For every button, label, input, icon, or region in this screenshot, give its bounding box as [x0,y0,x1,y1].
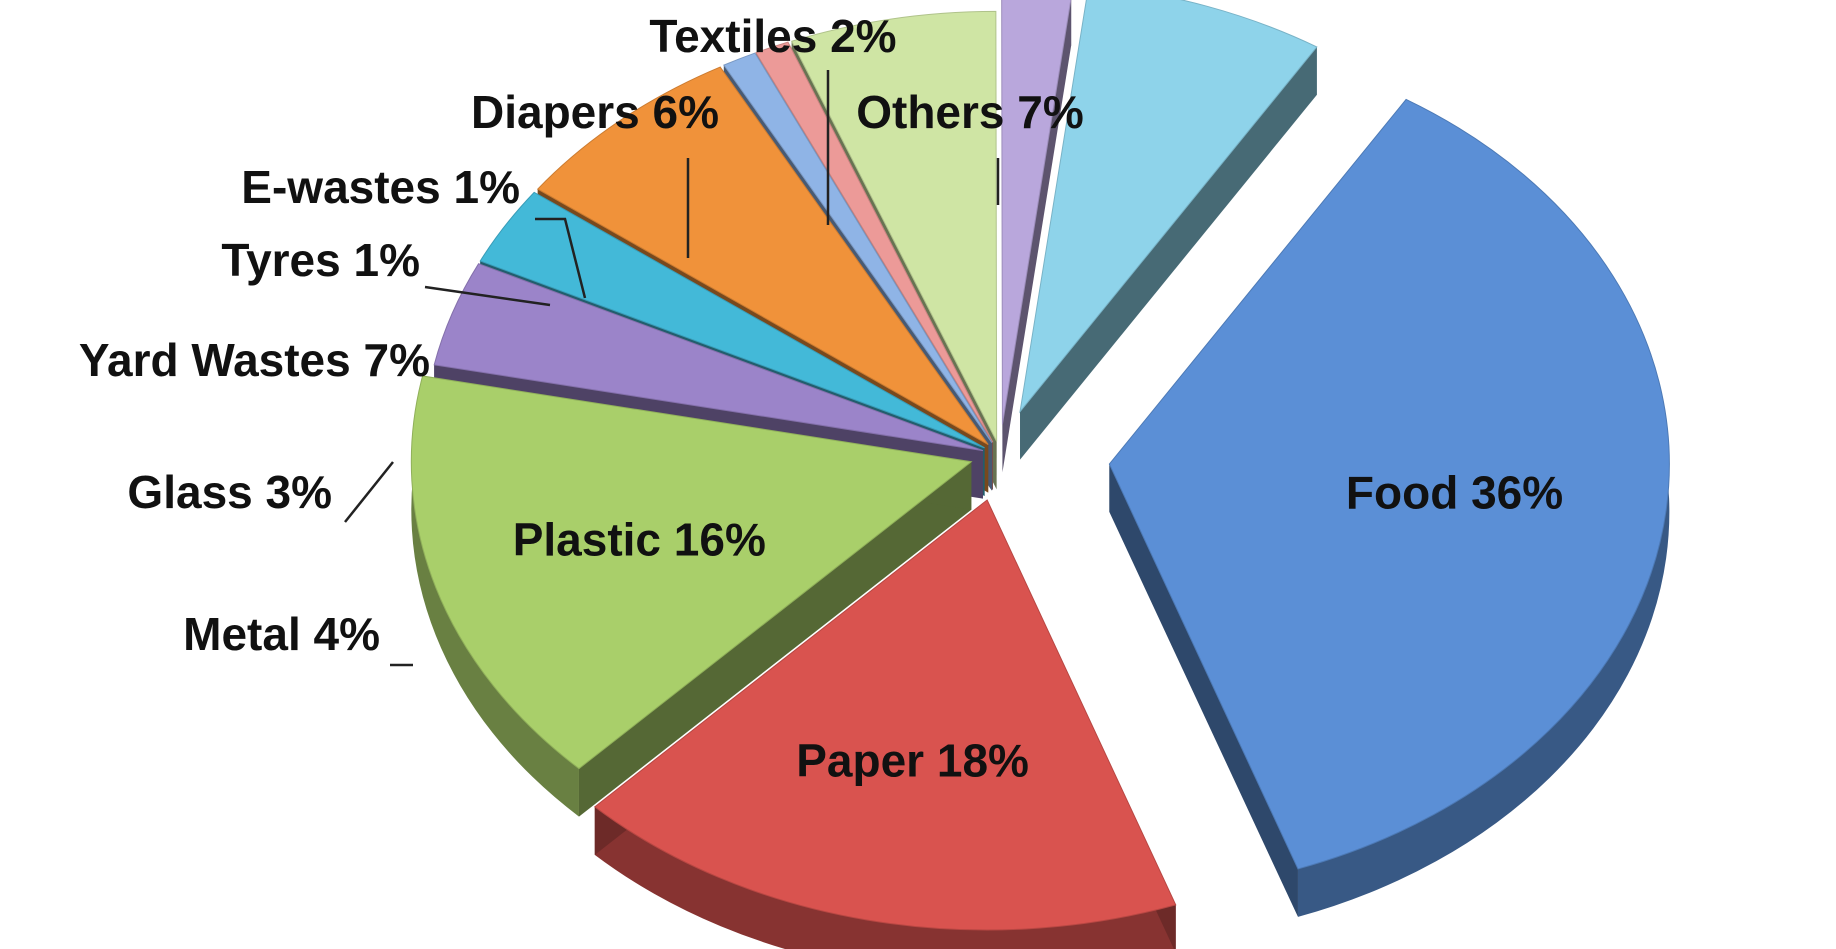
pie-slice-food [1108,98,1670,917]
leader-lines-layer [344,70,1000,667]
slice-top [1108,98,1670,870]
slice-top [723,52,993,443]
slice-side [594,806,1176,949]
slice-wall [1002,0,1072,473]
slice-label-others: Others 7% [856,86,1084,138]
slice-top [790,10,998,442]
leader-line [424,285,551,307]
slice-label-e-wastes: E-wastes 1% [241,161,520,213]
slice-label-metal: Metal 4% [183,608,380,660]
slice-top [479,191,985,449]
slice-top [433,263,984,452]
slice-label-glass: Glass 3% [127,466,332,518]
slice-side [411,375,579,817]
pie-slice-others [1019,0,1318,460]
slice-top [755,41,994,443]
slice-label-plastic: Plastic 16% [513,514,766,566]
slice-wall [578,461,972,817]
slice-top [593,499,1177,931]
pie-slice-textiles [1001,0,1072,473]
leader-line [344,461,394,523]
slice-label-diapers: Diapers 6% [471,86,719,138]
slice-wall [1020,46,1317,460]
slice-top [536,66,989,446]
slice-label-textiles: Textiles 2% [649,10,896,62]
slice-top [1001,0,1072,425]
slice-label-food: Food 36% [1346,467,1563,519]
slices-layer [410,0,1670,949]
pie-slice-plastic [410,375,973,817]
slice-label-tyres: Tyres 1% [221,234,420,286]
slice-label-yard-wastes: Yard Wastes 7% [79,334,430,386]
leader-line [535,217,587,299]
slice-top [1019,0,1318,414]
slice-side [1297,99,1670,917]
slice-top [410,375,973,770]
labels-layer: Textiles 2% Diapers 6% Others 7% E-wastes 1… [79,10,1563,786]
pie-slice-paper [593,499,1177,949]
slice-wall [1109,464,1298,917]
slice-label-paper: Paper 18% [796,734,1029,786]
